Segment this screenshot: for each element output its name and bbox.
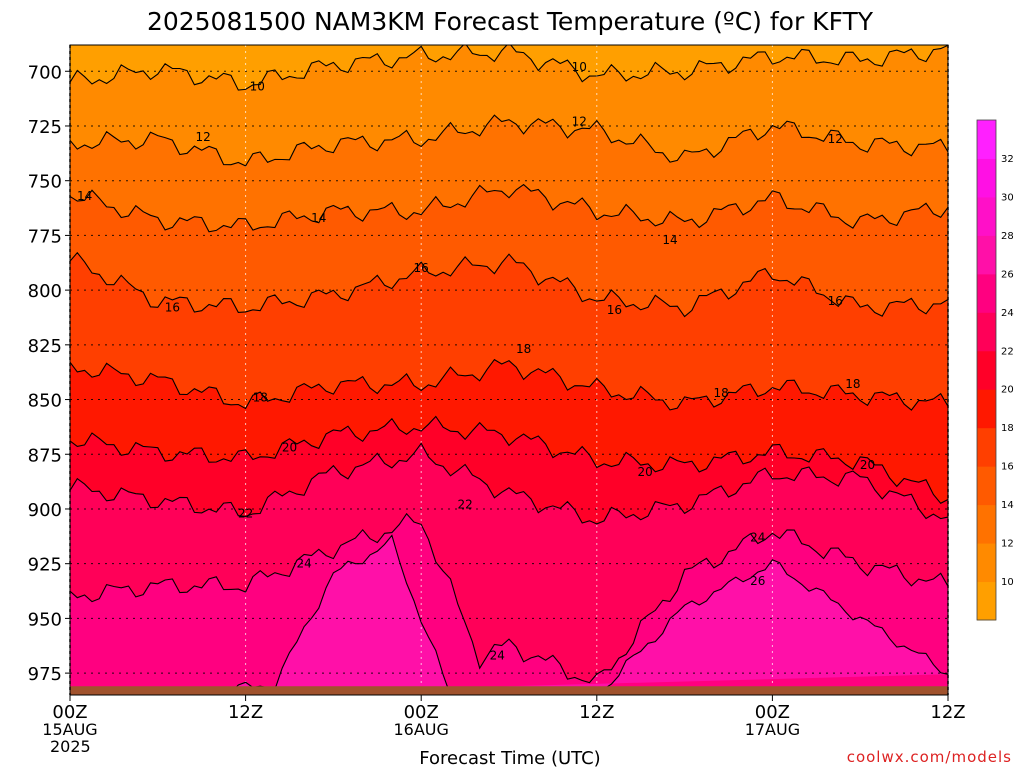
contour-label-20: 20 xyxy=(637,465,652,479)
colorbar-tick-18: 18 xyxy=(1001,423,1014,434)
y-tick-label-700: 700 xyxy=(28,62,62,83)
contour-label-16: 16 xyxy=(828,294,843,308)
chart-title: 2025081500 NAM3KM Forecast Temperature (… xyxy=(147,7,874,36)
colorbar-tick-12: 12 xyxy=(1001,539,1014,550)
colorbar-swatch xyxy=(977,273,996,313)
x-tick-label-0-2: 15AUG xyxy=(42,720,97,739)
colorbar-swatch xyxy=(977,350,996,390)
x-tick-label-0-1: 00Z xyxy=(52,702,87,723)
contour-14 xyxy=(70,183,948,233)
y-tick-label-725: 725 xyxy=(28,117,62,138)
contour-label-22: 22 xyxy=(457,498,472,512)
x-tick-label-24-2: 16AUG xyxy=(393,720,448,739)
y-tick-label-875: 875 xyxy=(28,445,62,466)
contour-label-16: 16 xyxy=(607,303,622,317)
contour-label-24: 24 xyxy=(750,530,765,544)
colorbar: 10 12 14 16 18 20 22 24 26 28 30 32 xyxy=(976,119,1014,621)
contour-label-18: 18 xyxy=(516,342,531,356)
contour-label-14: 14 xyxy=(662,233,677,247)
y-axis-ticks: 700 725 750 775 800 825 850 875 900 925 950 975 xyxy=(28,62,70,685)
contour-label-20: 20 xyxy=(860,458,875,472)
contour-label-18: 18 xyxy=(714,386,729,400)
x-axis-label: Forecast Time (UTC) xyxy=(419,748,600,768)
y-tick-label-775: 775 xyxy=(28,226,62,247)
contour-label-22: 22 xyxy=(238,506,253,520)
colorbar-swatch xyxy=(977,581,996,621)
colorbar-tick-10: 10 xyxy=(1001,577,1014,588)
y-tick-label-950: 950 xyxy=(28,609,62,630)
colorbar-swatch xyxy=(977,196,996,236)
colorbar-swatch xyxy=(977,427,996,467)
colorbar-swatch xyxy=(977,543,996,583)
contour-20 xyxy=(70,415,948,504)
credit-text: coolwx.com/models xyxy=(847,748,1012,766)
colorbar-tick-22: 22 xyxy=(1001,346,1014,357)
colorbar-tick-26: 26 xyxy=(1001,269,1014,280)
contour-lines xyxy=(70,45,948,695)
contour-label-12: 12 xyxy=(828,132,843,146)
x-tick-label-48-1: 00Z xyxy=(755,702,790,723)
x-tick-label-60-1: 12Z xyxy=(930,702,965,723)
colorbar-tick-32: 32 xyxy=(1001,154,1014,165)
contour-label-24: 24 xyxy=(490,649,505,663)
colorbar-swatch xyxy=(977,466,996,506)
y-tick-label-800: 800 xyxy=(28,281,62,302)
x-tick-label-24-1: 00Z xyxy=(404,702,439,723)
x-tick-label-36-1: 12Z xyxy=(579,702,614,723)
contour-16 xyxy=(70,251,948,318)
x-tick-label-0-3: 2025 xyxy=(50,737,91,756)
y-tick-label-900: 900 xyxy=(28,500,62,521)
grid-lines xyxy=(70,45,948,695)
contour-label-20: 20 xyxy=(282,441,297,455)
colorbar-swatch xyxy=(977,235,996,275)
y-tick-label-825: 825 xyxy=(28,336,62,357)
contour-label-14: 14 xyxy=(311,211,326,225)
contour-label-10: 10 xyxy=(250,80,265,94)
contour-label-14: 14 xyxy=(77,189,92,203)
contour-label-24: 24 xyxy=(296,557,311,571)
contour-label-10: 10 xyxy=(572,60,587,74)
y-tick-label-850: 850 xyxy=(28,391,62,412)
contour-24 xyxy=(70,512,948,684)
contour-label-12: 12 xyxy=(196,130,211,144)
contour-12 xyxy=(70,114,948,167)
colorbar-tick-20: 20 xyxy=(1001,385,1014,396)
contour-22 xyxy=(70,442,948,525)
contour-label-16: 16 xyxy=(165,301,180,315)
x-tick-label-48-2: 17AUG xyxy=(745,720,800,739)
contour-26 xyxy=(187,534,948,695)
y-tick-label-750: 750 xyxy=(28,172,62,193)
colorbar-tick-14: 14 xyxy=(1001,500,1014,511)
colorbar-swatch xyxy=(977,312,996,352)
colorbar-tick-30: 30 xyxy=(1001,192,1014,203)
contour-label-18: 18 xyxy=(845,377,860,391)
contour-18 xyxy=(70,358,948,411)
colorbar-tick-24: 24 xyxy=(1001,308,1014,319)
colorbar-swatch xyxy=(977,504,996,544)
x-tick-label-12-1: 12Z xyxy=(228,702,263,723)
y-tick-label-925: 925 xyxy=(28,555,62,576)
temperature-field xyxy=(70,45,948,695)
contour-10 xyxy=(70,45,948,91)
colorbar-swatch xyxy=(977,389,996,429)
colorbar-tick-28: 28 xyxy=(1001,231,1014,242)
colorbar-swatch xyxy=(977,158,996,198)
contour-label-12: 12 xyxy=(572,115,587,129)
colorbar-tick-16: 16 xyxy=(1001,462,1014,473)
band-above-26 xyxy=(187,535,948,695)
contour-label-18: 18 xyxy=(253,390,268,404)
contour-label-26: 26 xyxy=(750,574,765,588)
y-tick-label-975: 975 xyxy=(28,664,62,685)
colorbar-swatch xyxy=(977,120,996,159)
surface-ground xyxy=(70,686,948,695)
colorbar-frame xyxy=(976,119,997,621)
contour-labels: 10 10 12 12 12 14 14 14 16 16 16 16 18 18 18 18 20 20 20 22… xyxy=(77,60,875,663)
contour-label-16: 16 xyxy=(414,261,429,275)
